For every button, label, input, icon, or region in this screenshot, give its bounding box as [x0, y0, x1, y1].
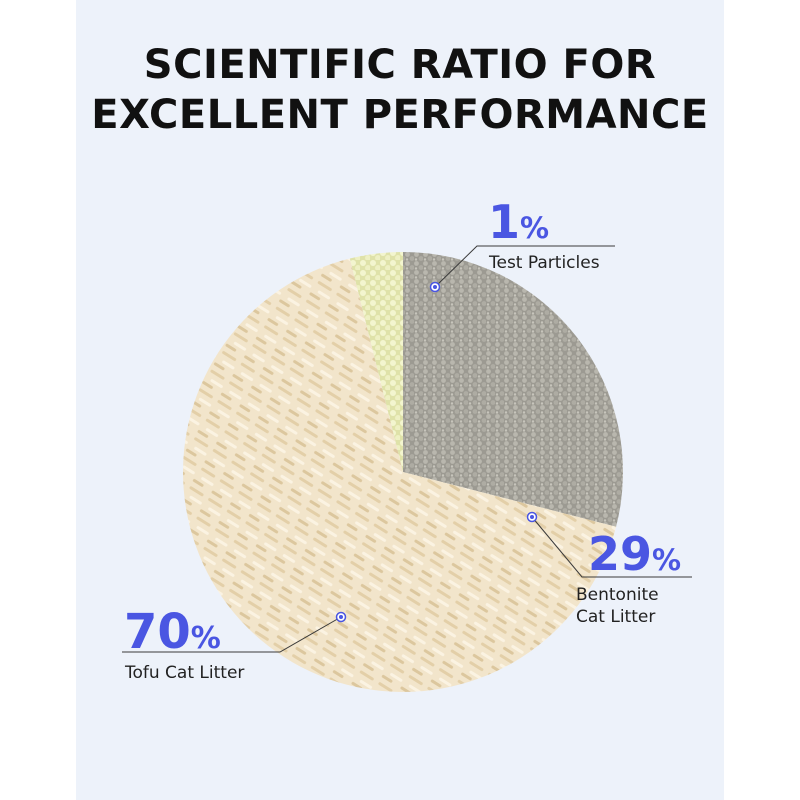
category-label-test-particles-1: Test Particles — [488, 253, 600, 273]
leader-line-tofu — [122, 616, 342, 653]
chart-title: SCIENTIFIC RATIO FOR EXCELLENT PERFORMAN… — [0, 40, 800, 140]
data-label-value-tofu: 70% — [124, 604, 221, 660]
leader-line-bentonite — [531, 516, 692, 578]
data-label-value-bentonite: 29% — [588, 527, 681, 581]
category-label-tofu-1: Tofu Cat Litter — [124, 663, 244, 683]
value-unit-tofu: % — [191, 621, 221, 656]
value-unit-bentonite: % — [652, 543, 681, 577]
leader-dot-center-bentonite — [530, 515, 534, 519]
value-unit-test-particles: % — [520, 211, 549, 245]
value-number-bentonite: 29 — [588, 527, 652, 581]
title-line-1: SCIENTIFIC RATIO FOR — [143, 42, 657, 88]
leader-dot-center-tofu — [339, 615, 343, 619]
leader-line-test-particles — [434, 245, 615, 288]
title-line-2: EXCELLENT PERFORMANCE — [91, 92, 709, 138]
value-number-test-particles: 1 — [488, 195, 520, 249]
data-label-value-test-particles: 1% — [488, 195, 549, 249]
value-number-tofu: 70 — [124, 604, 191, 660]
slice-test-particles — [349, 252, 403, 472]
category-label-bentonite-1: Bentonite — [576, 585, 659, 605]
slice-tofu — [183, 258, 617, 692]
leader-dot-center-test-particles — [433, 285, 437, 289]
slice-bentonite — [403, 252, 624, 527]
category-label-bentonite-2: Cat Litter — [576, 607, 655, 627]
